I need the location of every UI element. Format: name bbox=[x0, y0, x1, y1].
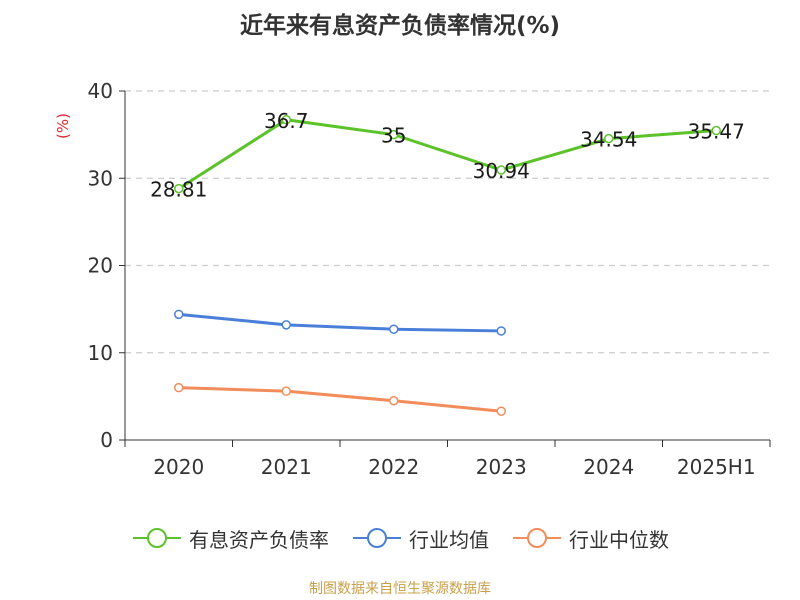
data-point bbox=[389, 324, 399, 334]
data-point bbox=[174, 183, 184, 194]
legend-line-marker-icon bbox=[513, 528, 561, 548]
data-label: 30.94 bbox=[473, 159, 530, 183]
series-line bbox=[178, 312, 502, 333]
data-label: 35 bbox=[381, 124, 406, 148]
x-tick-label: 2025H1 bbox=[677, 455, 756, 479]
data-label: 36.7 bbox=[264, 109, 309, 133]
data-point bbox=[496, 326, 506, 336]
data-point bbox=[174, 382, 184, 393]
legend-item[interactable]: 行业均值 bbox=[351, 524, 489, 553]
series-line bbox=[177, 118, 717, 190]
legend-label: 有息资产负债率 bbox=[189, 527, 329, 552]
data-point bbox=[496, 165, 506, 175]
x-tick-label: 2024 bbox=[583, 455, 634, 479]
data-point bbox=[389, 395, 399, 406]
data-point bbox=[281, 115, 291, 125]
data-point bbox=[496, 406, 506, 416]
x-tick-label: 2020 bbox=[153, 455, 204, 479]
y-tick-label: 10 bbox=[88, 341, 113, 365]
x-tick-label: 2021 bbox=[261, 455, 312, 479]
data-point bbox=[281, 386, 291, 396]
data-label: 34.54 bbox=[580, 128, 637, 152]
data-point bbox=[281, 320, 291, 330]
data-label: 28.81 bbox=[150, 178, 207, 202]
legend-line-marker-icon bbox=[133, 528, 181, 548]
chart-legend: 有息资产负债率 行业均值 行业中位数 bbox=[0, 520, 800, 556]
legend-label: 行业均值 bbox=[409, 527, 489, 552]
legend-item[interactable]: 行业中位数 bbox=[511, 524, 669, 553]
y-tick-label: 30 bbox=[88, 166, 113, 190]
data-source-note: 制图数据来自恒生聚源数据库 bbox=[309, 581, 491, 597]
data-point bbox=[389, 129, 399, 140]
chart-title: 近年来有息资产负债率情况(%) bbox=[239, 13, 561, 39]
legend-item[interactable]: 有息资产负债率 bbox=[131, 524, 329, 553]
legend-label: 行业中位数 bbox=[569, 527, 669, 552]
data-label: 35.47 bbox=[688, 120, 745, 144]
legend-line-marker-icon bbox=[353, 528, 401, 548]
data-point bbox=[174, 309, 184, 320]
x-tick-label: 2023 bbox=[476, 455, 527, 479]
data-point bbox=[711, 125, 721, 136]
y-tick-label: 20 bbox=[88, 254, 113, 278]
y-tick-label: 40 bbox=[88, 79, 113, 103]
series-line bbox=[178, 386, 502, 413]
x-tick-label: 2022 bbox=[368, 455, 419, 479]
data-point bbox=[604, 133, 614, 144]
y-axis-label: (%) bbox=[54, 113, 72, 139]
y-tick-label: 0 bbox=[100, 428, 113, 452]
